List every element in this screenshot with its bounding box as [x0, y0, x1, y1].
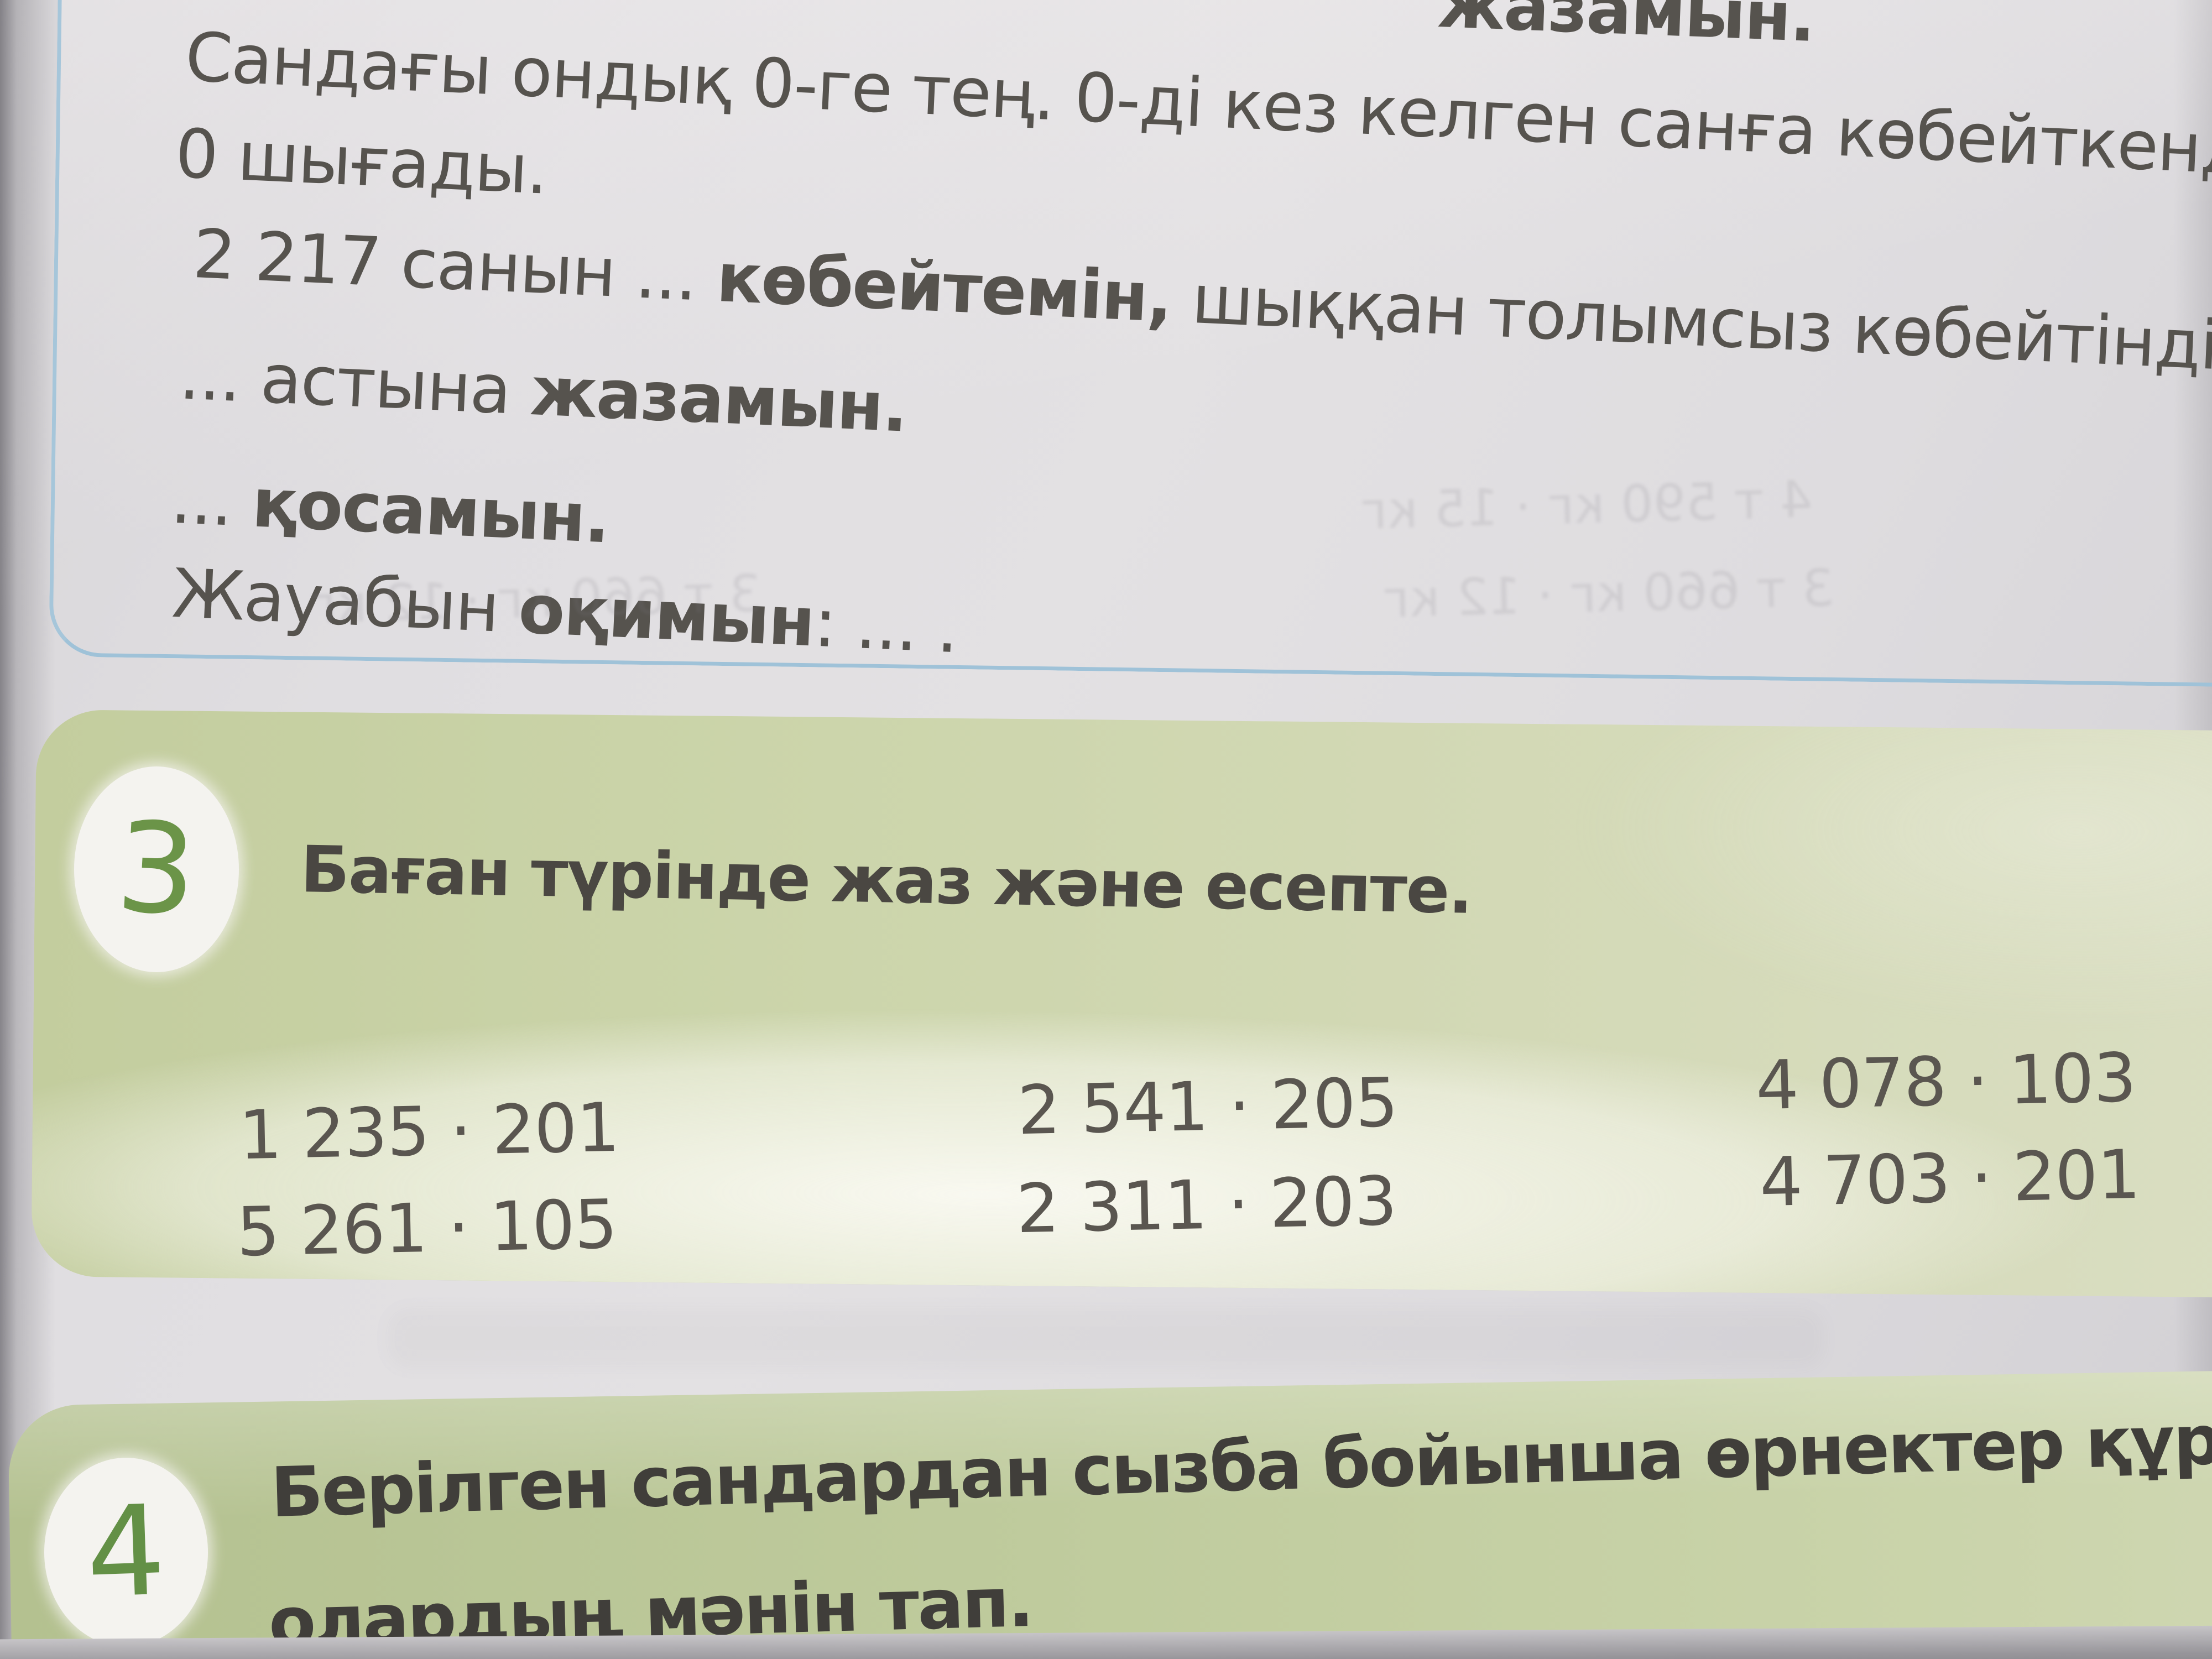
intro-line-4: ... астына жазамын.: [178, 336, 909, 447]
task4-number-badge: 4: [44, 1458, 208, 1647]
task3-problem-2-1: 2 541 · 205: [1016, 1063, 1399, 1150]
task3-problem-2-2: 2 311 · 203: [1015, 1161, 1397, 1249]
task3-problem-3-1: 4 078 · 103: [1755, 1038, 2137, 1125]
task3-problem-1-2: 5 261 · 105: [236, 1185, 618, 1272]
intro-line-5: ... қосамын.: [169, 460, 611, 559]
showthrough-smudge: [387, 1308, 1825, 1369]
showthrough-ghost-text: 3 т 660 кг · 12 кг: [309, 564, 763, 635]
showthrough-ghost-text: 3 т 660 кг · 12 кг: [1381, 558, 1835, 629]
task3-number-badge: 3: [74, 766, 239, 972]
intro-text-block: Сандағы ондық 0-ге тең. 0-ді кез келген …: [132, 0, 2212, 784]
task3-problem-3-2: 4 703 · 201: [1759, 1135, 2141, 1222]
task3-number: 3: [113, 794, 200, 944]
task4-number: 4: [84, 1478, 169, 1626]
task3-problem-1-1: 1 235 · 201: [238, 1088, 620, 1175]
intro-line-2: 0 шығады.: [174, 114, 549, 210]
showthrough-ghost-text: 4 т 590 кг · 15 кг: [1359, 469, 1813, 541]
